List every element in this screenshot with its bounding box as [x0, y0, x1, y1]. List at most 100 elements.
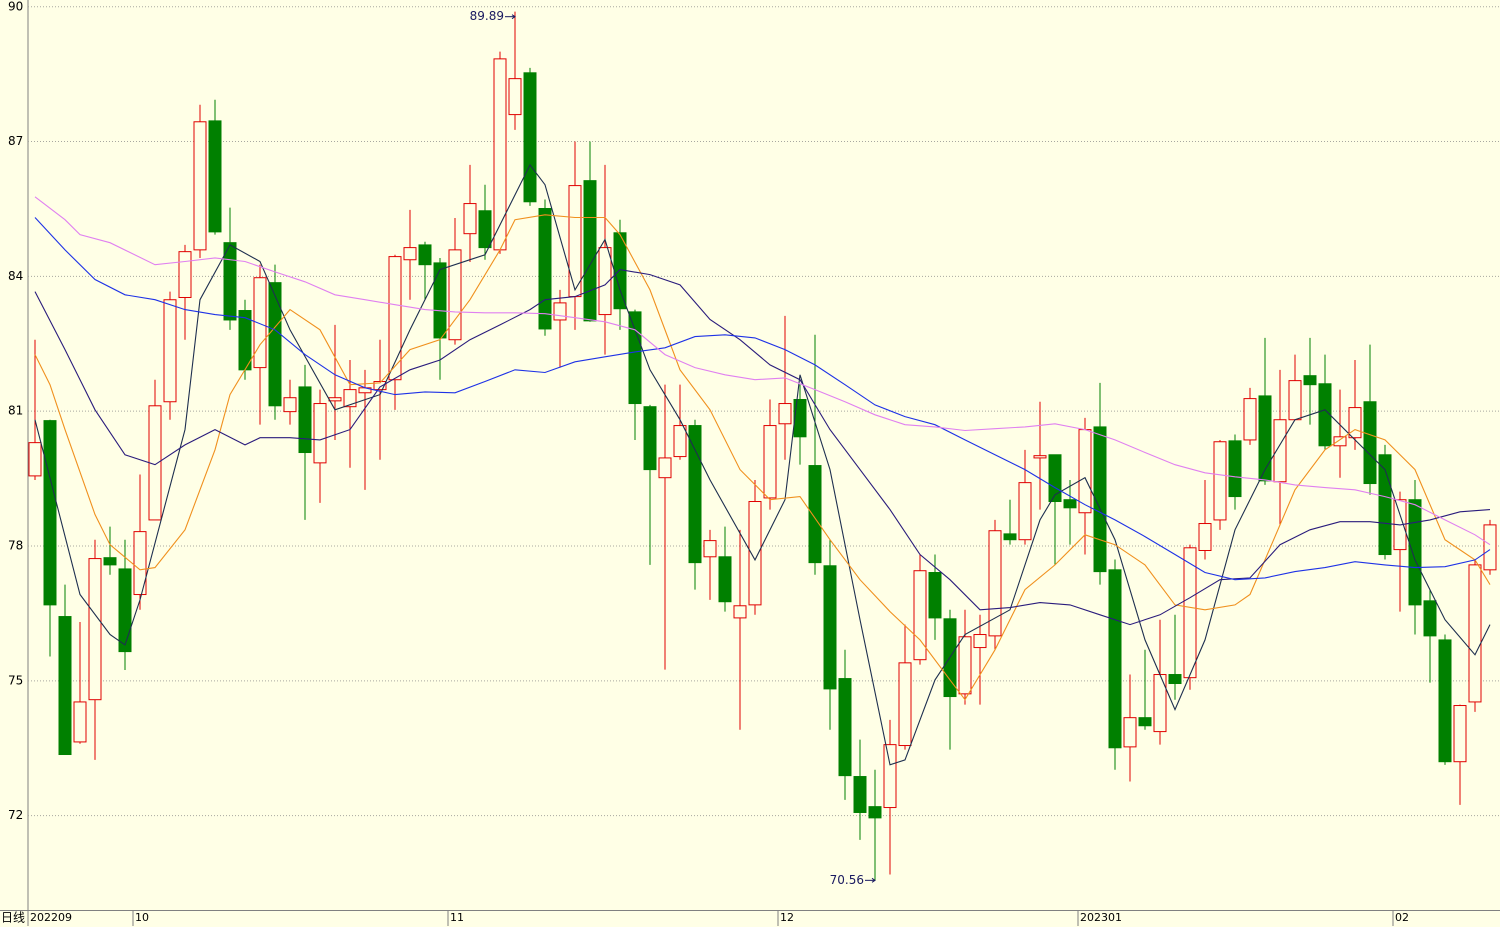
y-tick-label: 78: [8, 539, 23, 553]
y-tick-label: 87: [8, 134, 23, 148]
y-tick-label: 75: [8, 673, 23, 687]
candle-body: [958, 636, 972, 695]
candle-body: [778, 403, 792, 425]
candle-body: [388, 256, 402, 381]
x-tick-label: 202209: [30, 911, 72, 924]
candle-body: [1363, 401, 1377, 485]
x-tick-label: 12: [780, 911, 794, 924]
moving-average-line: [34, 214, 1491, 701]
candle-body: [463, 203, 477, 235]
candle-body: [838, 678, 852, 777]
candle-body: [43, 420, 57, 606]
candle-body: [583, 180, 597, 322]
candle-body: [718, 556, 732, 603]
candle-body: [313, 403, 327, 464]
candle-body: [1303, 375, 1317, 386]
candle-body: [1153, 674, 1167, 733]
y-tick-label: 72: [8, 808, 23, 822]
candle-body: [1063, 499, 1077, 509]
candle-body: [253, 277, 267, 369]
x-tick-label: 10: [135, 911, 149, 924]
candle-body: [118, 568, 132, 653]
candle-body: [1453, 705, 1467, 763]
candle-body: [208, 120, 222, 233]
candle-body: [1288, 380, 1302, 421]
candle-body: [868, 806, 882, 819]
candle-body: [553, 302, 567, 321]
moving-average-line: [34, 196, 1491, 546]
candle-body: [898, 662, 912, 747]
candle-body: [1273, 419, 1287, 483]
candle-body: [733, 605, 747, 619]
candle-body: [928, 572, 942, 619]
candle-body: [538, 208, 552, 330]
candle-body: [643, 406, 657, 471]
candle-body: [418, 244, 432, 266]
candle-body: [568, 185, 582, 298]
candle-body: [103, 557, 117, 566]
candle-body: [1468, 564, 1482, 703]
period-label: 日线: [1, 911, 25, 925]
y-tick-label: 90: [8, 0, 23, 13]
candle-body: [403, 247, 417, 261]
moving-average-line: [34, 269, 1491, 626]
candle-body: [748, 501, 762, 606]
candle-body: [133, 531, 147, 596]
candle-body: [793, 399, 807, 438]
candle-body: [448, 249, 462, 341]
candle-body: [1258, 395, 1272, 482]
candle-body: [493, 58, 507, 251]
candle-body: [373, 381, 387, 391]
candle-body: [1123, 717, 1137, 748]
candle-body: [988, 530, 1002, 637]
candle-body: [658, 457, 672, 479]
candle-body: [1213, 441, 1227, 521]
candle-body: [1138, 717, 1152, 727]
candle-body: [1483, 524, 1497, 571]
x-tick-label: 02: [1395, 911, 1409, 924]
candle-body: [688, 425, 702, 564]
candle-body: [433, 262, 447, 339]
candle-body: [808, 465, 822, 564]
candle-body: [1018, 482, 1032, 541]
candle-body: [1003, 533, 1017, 541]
candle-body: [478, 210, 492, 249]
candle-body: [1408, 499, 1422, 606]
extreme-arrowhead: [511, 14, 516, 20]
candle-body: [1198, 523, 1212, 551]
candle-body: [823, 565, 837, 690]
candle-body: [73, 701, 87, 743]
candle-body: [1438, 639, 1452, 763]
candle-body: [223, 242, 237, 321]
candle-body: [973, 634, 987, 649]
candle-body: [328, 397, 342, 402]
candle-body: [1243, 398, 1257, 441]
y-tick-label: 84: [8, 269, 23, 283]
candle-body: [1093, 426, 1107, 573]
candle-body: [193, 121, 207, 251]
candle-body: [1348, 407, 1362, 439]
candle-body: [508, 78, 522, 116]
candle-body: [1033, 455, 1047, 459]
candle-body: [1183, 547, 1197, 679]
candle-body: [628, 311, 642, 405]
candle-body: [1423, 600, 1437, 637]
candle-body: [1168, 674, 1182, 685]
x-tick-label: 202301: [1080, 911, 1122, 924]
candle-body: [88, 558, 102, 701]
candle-body: [283, 397, 297, 413]
candle-body: [703, 540, 717, 558]
candle-body: [598, 247, 612, 316]
x-tick-label: 11: [450, 911, 464, 924]
candle-body: [763, 425, 777, 499]
extreme-label: 70.56: [830, 873, 864, 887]
candle-body: [523, 72, 537, 203]
candle-body: [1078, 429, 1092, 514]
candle-body: [673, 425, 687, 458]
candle-body: [343, 389, 357, 408]
y-tick-label: 81: [8, 404, 23, 418]
candle-body: [298, 386, 312, 454]
extreme-label: 89.89: [470, 9, 504, 23]
candle-body: [163, 299, 177, 403]
